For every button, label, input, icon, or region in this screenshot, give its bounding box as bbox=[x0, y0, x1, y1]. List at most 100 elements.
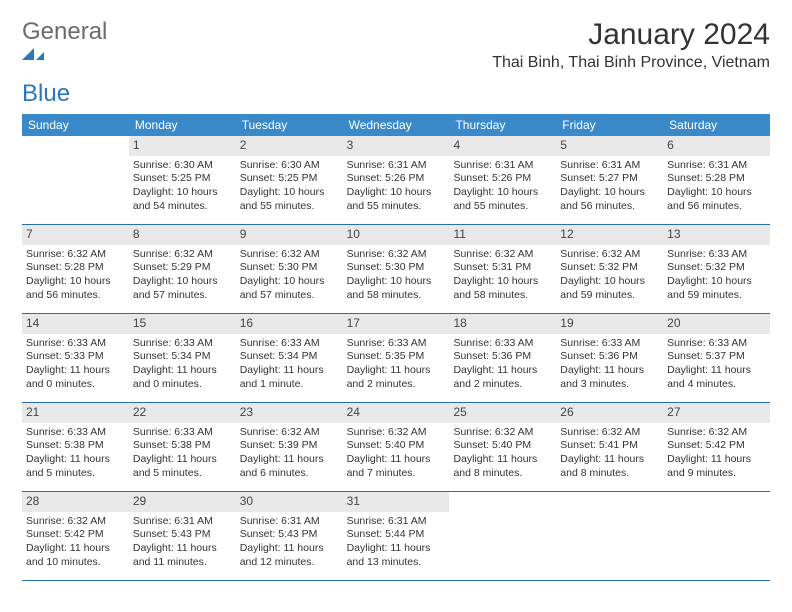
day-cell: 4Sunrise: 6:31 AMSunset: 5:26 PMDaylight… bbox=[449, 136, 556, 224]
day-cell: 7Sunrise: 6:32 AMSunset: 5:28 PMDaylight… bbox=[22, 225, 129, 313]
day-number: 18 bbox=[449, 314, 556, 334]
day-number: 10 bbox=[343, 225, 450, 245]
sunrise-text: Sunrise: 6:33 AM bbox=[26, 426, 125, 440]
week-row: 14Sunrise: 6:33 AMSunset: 5:33 PMDayligh… bbox=[22, 314, 770, 403]
day-number: 16 bbox=[236, 314, 343, 334]
sunset-text: Sunset: 5:38 PM bbox=[26, 439, 125, 453]
day-number: 26 bbox=[556, 403, 663, 423]
day-number: 8 bbox=[129, 225, 236, 245]
weeks-container: 1Sunrise: 6:30 AMSunset: 5:25 PMDaylight… bbox=[22, 136, 770, 581]
day-number: 13 bbox=[663, 225, 770, 245]
day-cell bbox=[556, 492, 663, 580]
day-cell: 1Sunrise: 6:30 AMSunset: 5:25 PMDaylight… bbox=[129, 136, 236, 224]
sunrise-text: Sunrise: 6:31 AM bbox=[560, 159, 659, 173]
day-cell: 14Sunrise: 6:33 AMSunset: 5:33 PMDayligh… bbox=[22, 314, 129, 402]
day-number: 7 bbox=[22, 225, 129, 245]
day-cell: 21Sunrise: 6:33 AMSunset: 5:38 PMDayligh… bbox=[22, 403, 129, 491]
sunrise-text: Sunrise: 6:33 AM bbox=[240, 337, 339, 351]
sunrise-text: Sunrise: 6:32 AM bbox=[560, 426, 659, 440]
daylight-text: and 12 minutes. bbox=[240, 556, 339, 570]
day-number: 12 bbox=[556, 225, 663, 245]
daylight-text: Daylight: 11 hours bbox=[133, 364, 232, 378]
daylight-text: Daylight: 11 hours bbox=[560, 453, 659, 467]
day-cell bbox=[663, 492, 770, 580]
sunrise-text: Sunrise: 6:32 AM bbox=[240, 248, 339, 262]
day-cell bbox=[449, 492, 556, 580]
daylight-text: Daylight: 11 hours bbox=[26, 364, 125, 378]
sunrise-text: Sunrise: 6:33 AM bbox=[133, 337, 232, 351]
daylight-text: and 55 minutes. bbox=[240, 200, 339, 214]
month-title: January 2024 bbox=[492, 18, 770, 52]
day-number bbox=[556, 492, 663, 510]
daylight-text: Daylight: 11 hours bbox=[453, 453, 552, 467]
daylight-text: Daylight: 11 hours bbox=[240, 542, 339, 556]
sunrise-text: Sunrise: 6:33 AM bbox=[26, 337, 125, 351]
day-number: 21 bbox=[22, 403, 129, 423]
day-number: 30 bbox=[236, 492, 343, 512]
day-cell: 28Sunrise: 6:32 AMSunset: 5:42 PMDayligh… bbox=[22, 492, 129, 580]
daylight-text: and 2 minutes. bbox=[347, 378, 446, 392]
day-number: 15 bbox=[129, 314, 236, 334]
sunset-text: Sunset: 5:35 PM bbox=[347, 350, 446, 364]
location-text: Thai Binh, Thai Binh Province, Vietnam bbox=[492, 54, 770, 72]
day-number: 25 bbox=[449, 403, 556, 423]
daylight-text: and 0 minutes. bbox=[26, 378, 125, 392]
sunset-text: Sunset: 5:26 PM bbox=[347, 172, 446, 186]
day-cell: 5Sunrise: 6:31 AMSunset: 5:27 PMDaylight… bbox=[556, 136, 663, 224]
sunset-text: Sunset: 5:36 PM bbox=[560, 350, 659, 364]
header: General Blue January 2024 Thai Binh, Tha… bbox=[22, 18, 770, 108]
weekday-header: Sunday bbox=[22, 114, 129, 136]
sunset-text: Sunset: 5:42 PM bbox=[667, 439, 766, 453]
day-cell: 16Sunrise: 6:33 AMSunset: 5:34 PMDayligh… bbox=[236, 314, 343, 402]
sunset-text: Sunset: 5:25 PM bbox=[133, 172, 232, 186]
sunrise-text: Sunrise: 6:32 AM bbox=[347, 426, 446, 440]
title-block: January 2024 Thai Binh, Thai Binh Provin… bbox=[492, 18, 770, 72]
day-number: 23 bbox=[236, 403, 343, 423]
sunset-text: Sunset: 5:38 PM bbox=[133, 439, 232, 453]
sunset-text: Sunset: 5:29 PM bbox=[133, 261, 232, 275]
sunset-text: Sunset: 5:26 PM bbox=[453, 172, 552, 186]
day-cell: 18Sunrise: 6:33 AMSunset: 5:36 PMDayligh… bbox=[449, 314, 556, 402]
day-cell: 23Sunrise: 6:32 AMSunset: 5:39 PMDayligh… bbox=[236, 403, 343, 491]
weekday-header: Wednesday bbox=[343, 114, 450, 136]
day-number: 19 bbox=[556, 314, 663, 334]
daylight-text: and 59 minutes. bbox=[560, 289, 659, 303]
sunrise-text: Sunrise: 6:33 AM bbox=[453, 337, 552, 351]
day-cell: 11Sunrise: 6:32 AMSunset: 5:31 PMDayligh… bbox=[449, 225, 556, 313]
day-cell: 31Sunrise: 6:31 AMSunset: 5:44 PMDayligh… bbox=[343, 492, 450, 580]
sunrise-text: Sunrise: 6:32 AM bbox=[26, 515, 125, 529]
daylight-text: Daylight: 11 hours bbox=[347, 453, 446, 467]
day-cell: 20Sunrise: 6:33 AMSunset: 5:37 PMDayligh… bbox=[663, 314, 770, 402]
day-cell: 9Sunrise: 6:32 AMSunset: 5:30 PMDaylight… bbox=[236, 225, 343, 313]
daylight-text: and 55 minutes. bbox=[347, 200, 446, 214]
day-cell: 13Sunrise: 6:33 AMSunset: 5:32 PMDayligh… bbox=[663, 225, 770, 313]
day-cell: 15 Sunrise: 6:33 AMSunset: 5:34 PMDayligh… bbox=[129, 314, 236, 402]
daylight-text: Daylight: 11 hours bbox=[26, 542, 125, 556]
sunset-text: Sunset: 5:32 PM bbox=[560, 261, 659, 275]
sunset-text: Sunset: 5:44 PM bbox=[347, 528, 446, 542]
daylight-text: and 56 minutes. bbox=[26, 289, 125, 303]
day-number bbox=[663, 492, 770, 510]
daylight-text: and 58 minutes. bbox=[347, 289, 446, 303]
sunset-text: Sunset: 5:43 PM bbox=[240, 528, 339, 542]
daylight-text: and 4 minutes. bbox=[667, 378, 766, 392]
sunrise-text: Sunrise: 6:32 AM bbox=[453, 248, 552, 262]
daylight-text: Daylight: 11 hours bbox=[240, 453, 339, 467]
daylight-text: Daylight: 10 hours bbox=[240, 186, 339, 200]
daylight-text: and 5 minutes. bbox=[26, 467, 125, 481]
day-cell: 26Sunrise: 6:32 AMSunset: 5:41 PMDayligh… bbox=[556, 403, 663, 491]
sunrise-text: Sunrise: 6:32 AM bbox=[347, 248, 446, 262]
brand-sail-icon bbox=[22, 46, 107, 62]
day-cell: 10Sunrise: 6:32 AMSunset: 5:30 PMDayligh… bbox=[343, 225, 450, 313]
daylight-text: Daylight: 10 hours bbox=[240, 275, 339, 289]
daylight-text: and 1 minute. bbox=[240, 378, 339, 392]
daylight-text: Daylight: 11 hours bbox=[133, 453, 232, 467]
sunrise-text: Sunrise: 6:31 AM bbox=[453, 159, 552, 173]
day-cell: 29Sunrise: 6:31 AMSunset: 5:43 PMDayligh… bbox=[129, 492, 236, 580]
daylight-text: Daylight: 10 hours bbox=[560, 186, 659, 200]
sunset-text: Sunset: 5:34 PM bbox=[133, 350, 232, 364]
sunset-text: Sunset: 5:32 PM bbox=[667, 261, 766, 275]
sunrise-text: Sunrise: 6:33 AM bbox=[560, 337, 659, 351]
weekday-header: Saturday bbox=[663, 114, 770, 136]
calendar: SundayMondayTuesdayWednesdayThursdayFrid… bbox=[22, 114, 770, 581]
